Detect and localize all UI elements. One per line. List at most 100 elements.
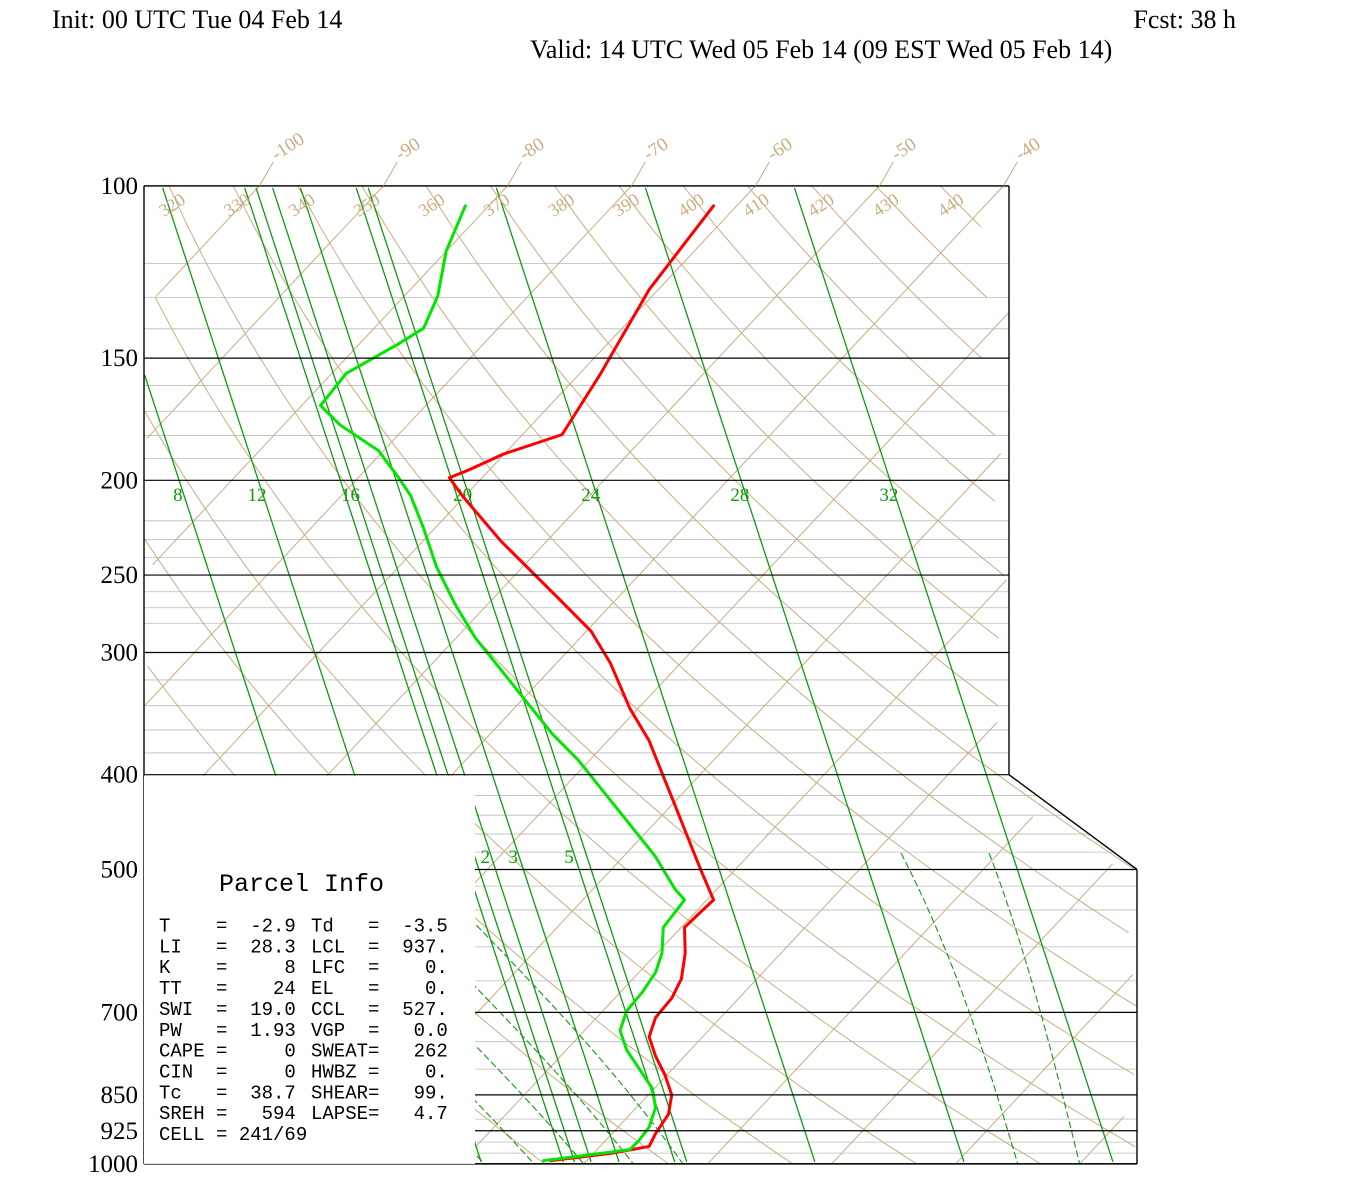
svg-text:=: =: [216, 1061, 227, 1083]
svg-text:N: N: [182, 1061, 193, 1083]
svg-text:=: =: [368, 978, 379, 1000]
svg-text:.: .: [273, 936, 284, 958]
svg-text:E: E: [334, 1041, 345, 1063]
svg-text:W: W: [322, 1041, 334, 1063]
svg-text:A: A: [322, 1103, 334, 1125]
svg-text:C: C: [322, 999, 333, 1021]
svg-text:=: =: [216, 1020, 227, 1042]
svg-text:A: A: [345, 1082, 357, 1104]
svg-text:7: 7: [425, 999, 436, 1021]
svg-text:2: 2: [273, 978, 284, 1000]
svg-text:100: 100: [101, 173, 139, 200]
svg-text:2: 2: [239, 1124, 250, 1146]
svg-text:=: =: [216, 999, 227, 1021]
svg-text:L: L: [334, 936, 345, 958]
svg-text:6: 6: [284, 1124, 295, 1146]
svg-text:S: S: [345, 1103, 356, 1125]
svg-text:.: .: [425, 1020, 436, 1042]
svg-text:c: c: [170, 1082, 181, 1104]
svg-text:8: 8: [262, 936, 273, 958]
svg-text:H: H: [322, 1082, 333, 1104]
svg-text:0: 0: [414, 1020, 425, 1042]
svg-text:G: G: [322, 1020, 333, 1042]
svg-text:I: I: [182, 999, 193, 1021]
svg-text:Init: 00 UTC Tue 04 Feb 14: Init: 00 UTC Tue 04 Feb 14: [52, 5, 342, 34]
svg-text:7: 7: [436, 1103, 447, 1125]
svg-text:Fcst: 38 h: Fcst: 38 h: [1133, 5, 1236, 34]
svg-text:=: =: [368, 936, 379, 958]
svg-text:4: 4: [284, 978, 295, 1000]
svg-text:=: =: [368, 916, 379, 938]
svg-text:C: C: [322, 936, 333, 958]
svg-text:S: S: [159, 1103, 170, 1125]
svg-text:V: V: [311, 1020, 323, 1042]
svg-text:3: 3: [284, 936, 295, 958]
svg-text:400: 400: [101, 762, 139, 789]
svg-text:T: T: [311, 916, 322, 938]
svg-text:W: W: [170, 999, 182, 1021]
svg-text:5: 5: [402, 999, 413, 1021]
svg-text:=: =: [368, 1061, 379, 1083]
svg-text:7: 7: [284, 1082, 295, 1104]
svg-text:F: F: [322, 957, 333, 979]
svg-text:T: T: [159, 916, 170, 938]
svg-text:E: E: [170, 1124, 181, 1146]
svg-text:.: .: [436, 1082, 447, 1104]
svg-text:-: -: [250, 916, 261, 938]
svg-text:E: E: [311, 978, 322, 1000]
svg-text:8: 8: [173, 485, 183, 506]
svg-text:9: 9: [402, 936, 413, 958]
svg-text:Parcel Info: Parcel Info: [219, 870, 384, 899]
svg-text:28: 28: [730, 485, 749, 506]
svg-text:.: .: [262, 1020, 273, 1042]
svg-text:B: B: [334, 1061, 345, 1083]
svg-text:=: =: [216, 1124, 227, 1146]
svg-text:1: 1: [250, 999, 261, 1021]
svg-text:L: L: [311, 957, 322, 979]
svg-text:32: 32: [879, 485, 898, 506]
svg-text:925: 925: [101, 1118, 139, 1145]
svg-text:P: P: [182, 1041, 193, 1063]
svg-text:L: L: [193, 1124, 204, 1146]
svg-text:W: W: [322, 1061, 334, 1083]
svg-text:L: L: [182, 1124, 193, 1146]
svg-text:3: 3: [284, 1020, 295, 1042]
svg-text:2: 2: [262, 916, 273, 938]
svg-text:12: 12: [248, 485, 267, 506]
svg-text:Z: Z: [345, 1061, 356, 1083]
svg-text:.: .: [436, 978, 447, 1000]
svg-text:9: 9: [273, 1103, 284, 1125]
svg-text:8: 8: [262, 1082, 273, 1104]
svg-text:I: I: [170, 1061, 181, 1083]
svg-text:2: 2: [436, 1041, 447, 1063]
svg-text:C: C: [159, 1061, 170, 1083]
svg-text:.: .: [425, 1103, 436, 1125]
svg-text:2: 2: [414, 1041, 425, 1063]
svg-text:0: 0: [284, 1041, 295, 1063]
svg-text:.: .: [436, 957, 447, 979]
svg-text:3: 3: [414, 916, 425, 938]
svg-text:=: =: [368, 1103, 379, 1125]
svg-text:L: L: [159, 936, 170, 958]
svg-text:=: =: [368, 1020, 379, 1042]
svg-text:P: P: [159, 1020, 170, 1042]
svg-text:9: 9: [284, 916, 295, 938]
svg-text:=: =: [216, 916, 227, 938]
svg-text:A: A: [345, 1041, 357, 1063]
svg-text:=: =: [216, 1082, 227, 1104]
svg-text:4: 4: [250, 1124, 261, 1146]
svg-text:L: L: [322, 978, 333, 1000]
svg-text:1: 1: [262, 1124, 273, 1146]
svg-text:0: 0: [284, 1061, 295, 1083]
svg-text:9: 9: [296, 1124, 307, 1146]
svg-text:I: I: [170, 936, 181, 958]
svg-text:200: 200: [101, 467, 139, 494]
svg-text:P: P: [334, 1020, 345, 1042]
svg-text:300: 300: [101, 640, 139, 667]
svg-text:E: E: [182, 1103, 193, 1125]
svg-text:6: 6: [425, 1041, 436, 1063]
svg-text:=: =: [216, 978, 227, 1000]
svg-text:S: S: [311, 1041, 322, 1063]
svg-text:2: 2: [481, 847, 491, 868]
svg-text:0: 0: [425, 978, 436, 1000]
